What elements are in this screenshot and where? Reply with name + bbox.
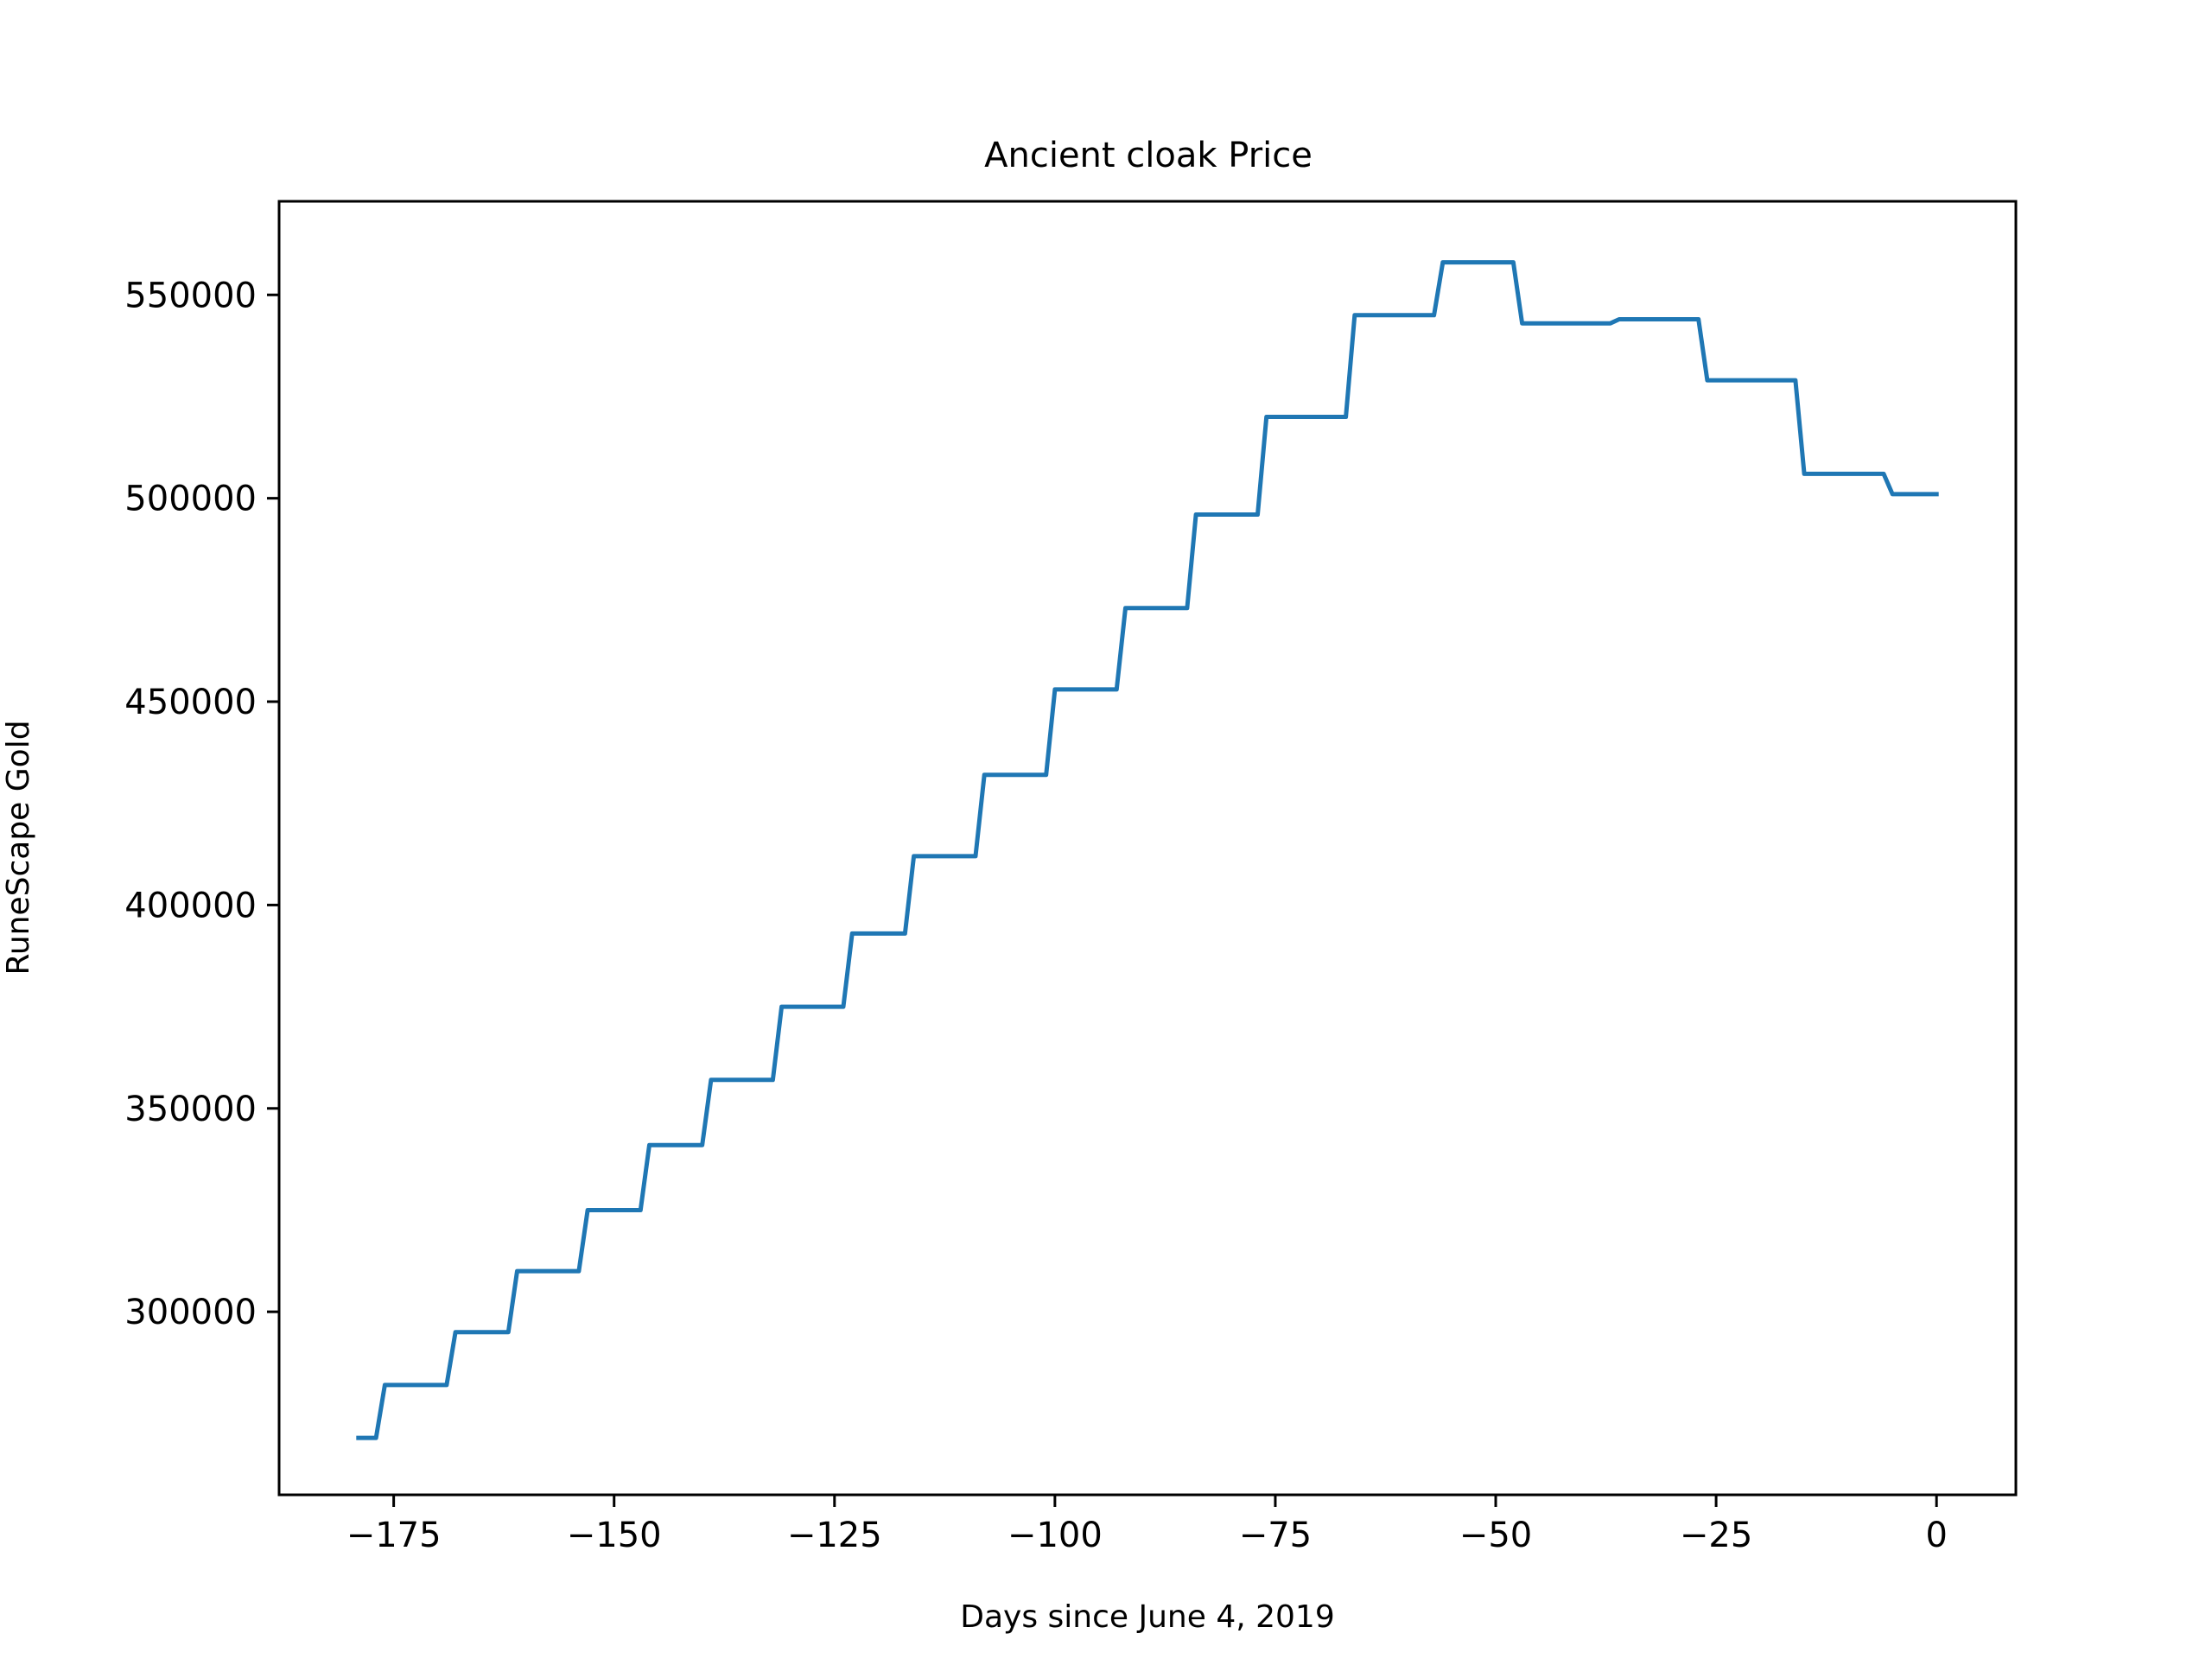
y-axis: 300000 350000 400000 450000 500000 550000	[124, 276, 279, 1332]
y-tick-label: 300000	[124, 1293, 257, 1332]
x-tick-label: −25	[1680, 1516, 1752, 1555]
plot-frame	[277, 200, 2018, 1497]
x-tick-label: −75	[1239, 1516, 1312, 1555]
x-tick-label: −150	[567, 1516, 662, 1555]
x-tick-label: −125	[787, 1516, 882, 1555]
plot-area	[356, 260, 1939, 1440]
x-axis: −175 −150 −125 −100 −75 −50 −25 0	[346, 1495, 1948, 1555]
x-axis-label: Days since June 4, 2019	[960, 1599, 1335, 1635]
y-tick-label: 500000	[124, 480, 257, 519]
x-tick-label: 0	[1925, 1516, 1947, 1555]
series-line-1	[356, 260, 1939, 1440]
y-tick-label: 350000	[124, 1090, 257, 1129]
y-tick-label: 450000	[124, 683, 257, 722]
y-tick-label: 550000	[124, 276, 257, 315]
x-tick-label: −175	[346, 1516, 442, 1555]
chart-title: Ancient cloak Price	[984, 136, 1313, 175]
y-tick-label: 400000	[124, 886, 257, 925]
y-axis-label: RuneScape Gold	[1, 720, 36, 975]
x-tick-label: −100	[1007, 1516, 1103, 1555]
x-tick-label: −50	[1459, 1516, 1532, 1555]
